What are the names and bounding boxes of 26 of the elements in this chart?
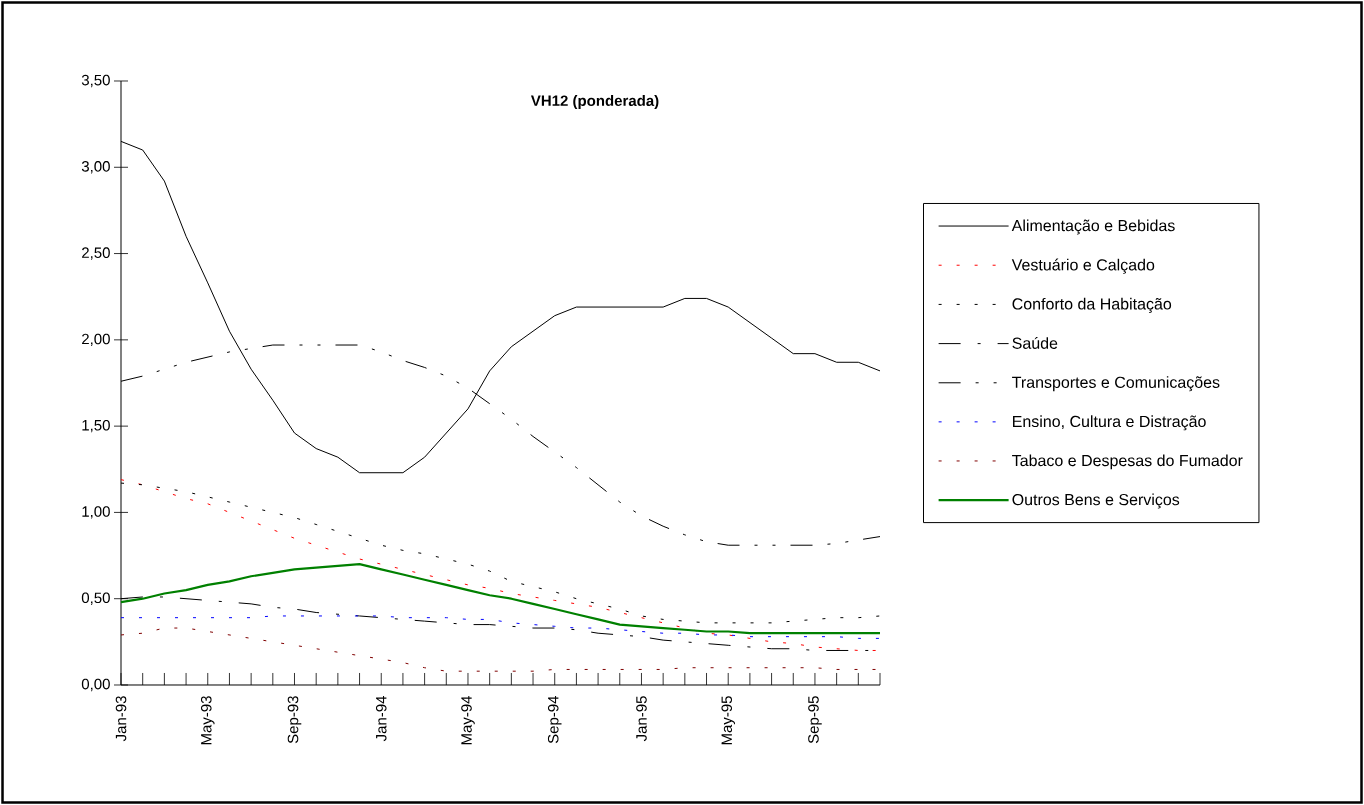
legend-label: Conforto da Habitação [1012, 297, 1172, 313]
y-tick-label: 3,50 [81, 74, 110, 88]
text: VH12 (ponderada) [530, 95, 659, 109]
x-tick-label: Sep-93 [287, 696, 302, 744]
y-tick-label: 1,50 [82, 419, 110, 433]
x-tick-label: May-94 [461, 695, 475, 745]
x-tick-label: Sep-95 [808, 696, 822, 744]
legend-label: Saúde [1012, 336, 1058, 349]
x-tick-label: May-95 [721, 696, 735, 745]
legend-label: Alimentação e Bebidas [1011, 219, 1175, 235]
y-tick-label: 2,50 [82, 247, 110, 260]
x-tick-label: Jan-94 [375, 695, 387, 742]
y-tick-label: 2,00 [82, 333, 110, 347]
y-tick-label: 1,00 [82, 506, 110, 519]
legend-label: Vestuário e Calçado [1011, 258, 1155, 274]
y-tick-label: 0,50 [81, 592, 110, 605]
x-tick-label: Sep-94 [547, 695, 562, 744]
legend-label: Outros Bens e Serviços [1012, 493, 1180, 509]
legend-label: Tabaco e Despesas do Fumador [1012, 454, 1243, 470]
y-tick-label: 0,00 [81, 678, 110, 692]
x-tick-label: Jan-95 [636, 696, 647, 742]
y-tick-label: 3,00 [81, 161, 110, 174]
legend-label: Transportes e Comunicações [1012, 376, 1220, 392]
x-tick-label: May-93 [200, 696, 215, 745]
legend-label: Ensino, Cultura e Distração [1013, 415, 1206, 431]
x-tick-label: Jan-93 [115, 696, 127, 742]
